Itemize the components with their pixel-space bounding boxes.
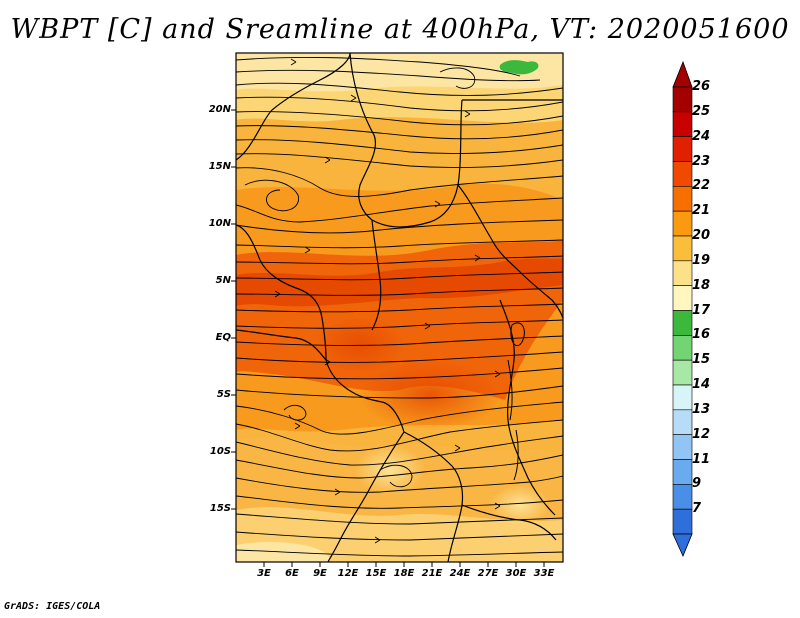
- axis-ticks: [231, 109, 545, 567]
- lon-label: 33E: [533, 568, 555, 579]
- colorbar-cell: [672, 459, 693, 485]
- streamline-arrows: [274, 58, 501, 544]
- colorbar-cell: [672, 235, 693, 262]
- colorbar-label: 25: [692, 103, 711, 119]
- colorbar-cell: [672, 285, 693, 311]
- colorbar-cell: [672, 260, 693, 286]
- colorbar-cell: [672, 111, 693, 137]
- colorbar-label: 23: [692, 153, 711, 169]
- map-title: WBPT [C] and Sreamline at 400hPa, VT: 20…: [10, 14, 790, 45]
- colorbar-label: 22: [692, 178, 711, 194]
- lon-label: 18E: [393, 568, 415, 579]
- colorbar-label: 26: [692, 79, 711, 94]
- colorbar-label: 12: [692, 426, 711, 442]
- colorbar-label: 14: [692, 377, 711, 392]
- colorbar-cell: [672, 335, 693, 361]
- lon-label: 3E: [257, 568, 271, 579]
- colorbar: [672, 60, 693, 558]
- colorbar-top-arrow: [672, 60, 693, 88]
- lat-label: 5S: [216, 389, 231, 400]
- colorbar-cell: [672, 210, 693, 237]
- lat-label: EQ: [215, 332, 231, 343]
- colorbar-label: 9: [692, 476, 702, 492]
- wbpt-field: [236, 53, 563, 562]
- lon-label: 9E: [313, 568, 327, 579]
- colorbar-cell: [672, 434, 693, 460]
- lat-label: 10N: [208, 218, 231, 229]
- lon-label: 12E: [337, 568, 359, 579]
- credit-text: GrADS: IGES/COLA: [4, 601, 101, 612]
- colorbar-label: 21: [692, 203, 711, 219]
- colorbar-bottom-arrow: [672, 533, 693, 558]
- colorbar-label: 16: [692, 327, 711, 343]
- colorbar-cell: [672, 186, 693, 212]
- colorbar-cell: [672, 508, 693, 535]
- colorbar-cell: [672, 359, 693, 386]
- colorbar-cell: [672, 136, 693, 162]
- colorbar-cell: [672, 310, 693, 336]
- colorbar-label: 11: [692, 451, 711, 467]
- lon-label: 30E: [505, 568, 527, 579]
- map-frame: [235, 52, 564, 563]
- colorbar-label: 20: [692, 228, 711, 243]
- lat-label: 5N: [215, 275, 231, 286]
- lat-label: 15S: [209, 503, 231, 514]
- colorbar-label: 15: [692, 352, 711, 368]
- lon-label: 21E: [421, 568, 443, 579]
- lon-label: 24E: [449, 568, 471, 579]
- lon-label: 27E: [477, 568, 499, 579]
- lat-label: 20N: [208, 104, 231, 115]
- lakes: [507, 322, 525, 481]
- lon-label: 6E: [285, 568, 299, 579]
- colorbar-cell: [672, 86, 693, 113]
- country-boundaries: [236, 53, 563, 562]
- colorbar-label: 13: [692, 401, 711, 417]
- colorbar-label: 24: [692, 128, 711, 144]
- colorbar-cell: [672, 384, 693, 411]
- lat-label: 15N: [208, 161, 231, 172]
- colorbar-label: 7: [692, 501, 702, 517]
- colorbar-label: 18: [692, 277, 711, 293]
- colorbar-cell: [672, 161, 693, 187]
- colorbar-label: 19: [692, 252, 711, 268]
- colorbar-cell: [672, 484, 693, 510]
- colorbar-cell: [672, 409, 693, 435]
- lon-label: 15E: [365, 568, 387, 579]
- streamlines: [236, 56, 563, 557]
- lat-label: 10S: [209, 446, 231, 457]
- colorbar-label: 17: [692, 302, 711, 318]
